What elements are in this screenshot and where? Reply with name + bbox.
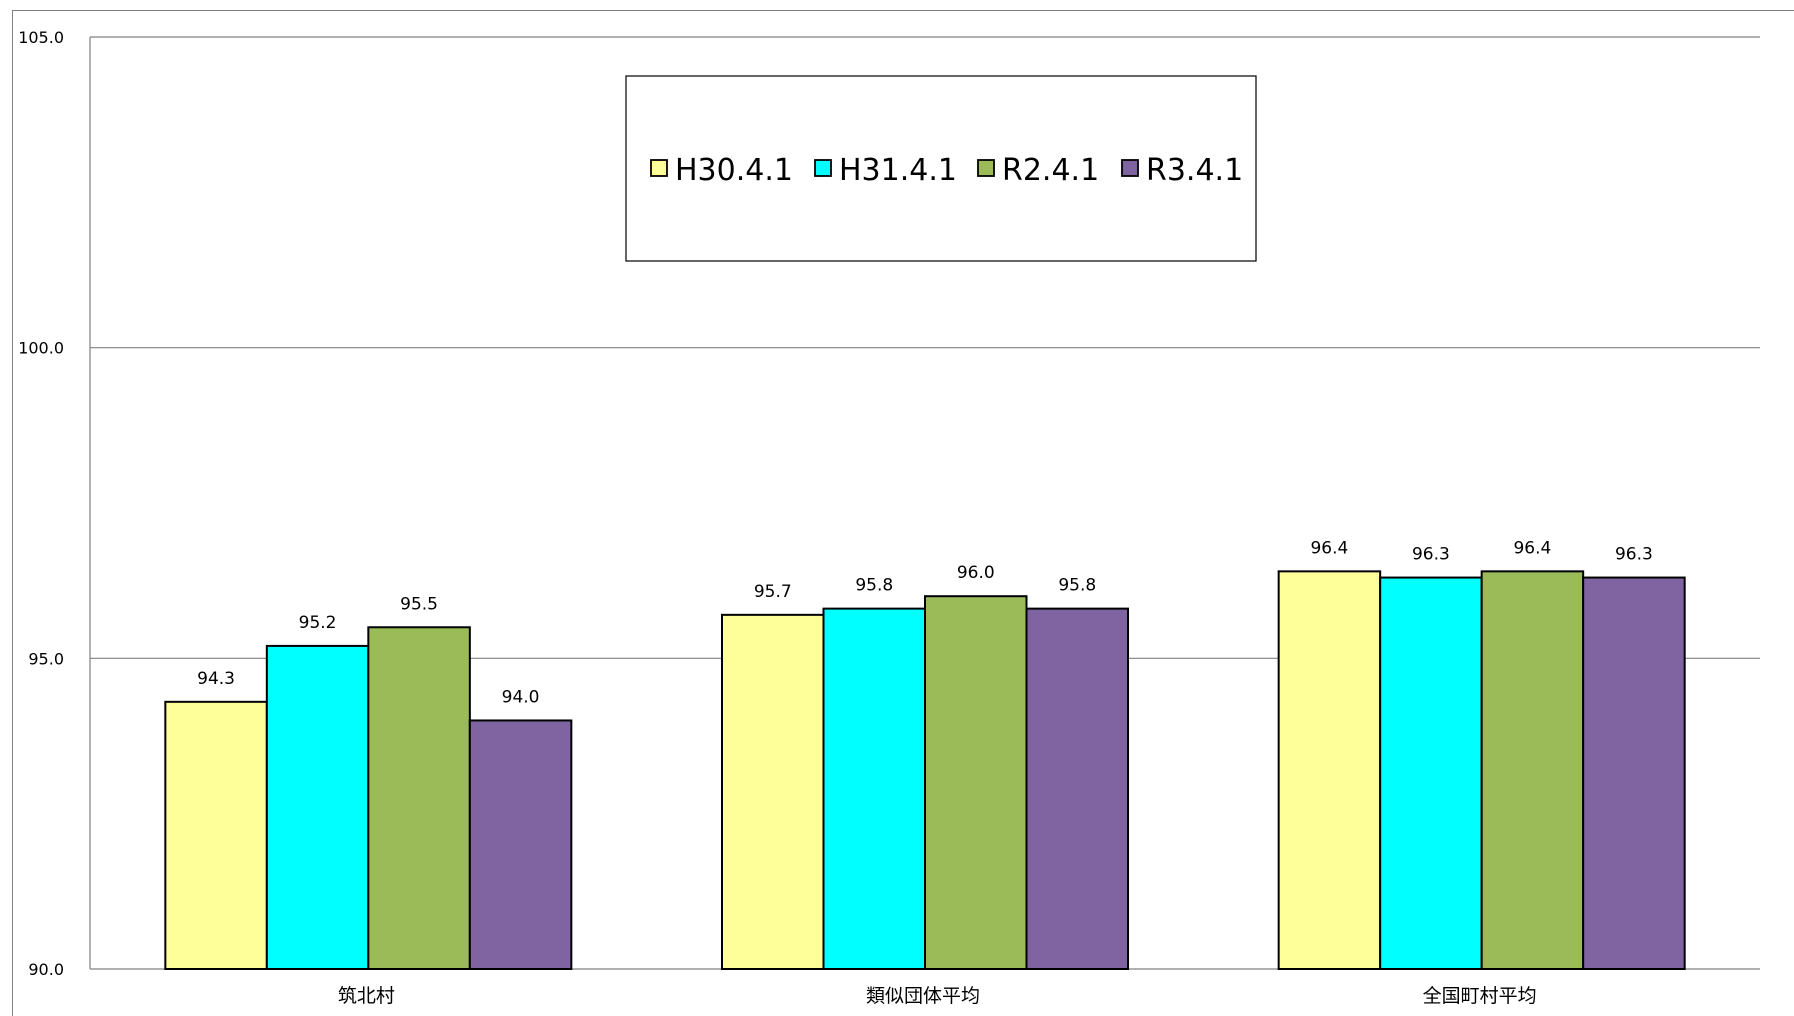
data-label: 95.5 <box>400 594 438 614</box>
data-label: 95.2 <box>299 613 337 633</box>
bar <box>1379 576 1483 970</box>
y-tick-label: 100.0 <box>18 339 64 358</box>
bar <box>1480 570 1585 970</box>
legend-box <box>625 75 1257 262</box>
x-axis: 筑北村 類似団体平均 全国町村平均 <box>338 985 1537 1007</box>
bar <box>1582 576 1686 970</box>
x-category-label: 全国町村平均 <box>1423 985 1537 1007</box>
legend-label: H30.4.1 <box>675 153 793 188</box>
data-labels: 94.3 95.2 95.5 94.0 95.7 95.8 96.0 95.8 96.4 96.3… <box>197 538 1653 707</box>
data-label: 94.0 <box>502 687 540 707</box>
bar <box>822 607 926 970</box>
legend-swatch <box>1121 159 1139 177</box>
y-axis: 90.0 95.0 100.0 105.0 <box>18 28 91 979</box>
bar <box>1277 570 1382 970</box>
legend-swatch <box>977 159 995 177</box>
bar <box>924 595 1028 970</box>
data-label: 96.3 <box>1412 545 1450 565</box>
data-label: 94.3 <box>197 669 235 689</box>
bar <box>164 700 268 970</box>
data-label: 95.8 <box>855 576 893 596</box>
x-category-label: 類似団体平均 <box>866 985 980 1007</box>
legend: H30.4.1 H31.4.1 R2.4.1 R3.4.1 <box>625 75 1257 262</box>
bar <box>1025 607 1129 970</box>
legend-label: R2.4.1 <box>1002 153 1099 188</box>
data-label: 96.0 <box>957 563 995 583</box>
bars <box>164 570 1686 971</box>
bar <box>468 719 573 971</box>
y-tick-label: 90.0 <box>28 960 64 979</box>
bar <box>265 644 370 970</box>
data-label: 96.3 <box>1615 545 1653 565</box>
data-label: 95.8 <box>1058 576 1096 596</box>
y-tick-label: 105.0 <box>18 28 64 47</box>
legend-swatch <box>814 159 832 177</box>
bar <box>721 613 825 971</box>
data-label: 96.4 <box>1513 538 1551 558</box>
data-label: 95.7 <box>754 582 792 602</box>
x-category-label: 筑北村 <box>338 985 395 1007</box>
legend-label: R3.4.1 <box>1146 153 1243 188</box>
bar <box>367 626 471 970</box>
legend-label: H31.4.1 <box>839 153 957 188</box>
y-tick-label: 95.0 <box>28 649 64 668</box>
legend-swatch <box>650 159 668 177</box>
data-label: 96.4 <box>1310 538 1348 558</box>
chart-frame <box>12 10 1794 1016</box>
